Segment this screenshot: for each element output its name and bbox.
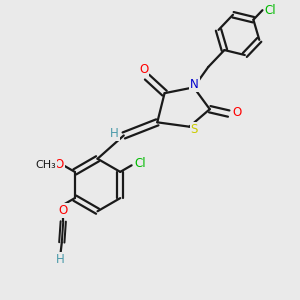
Text: H: H <box>56 253 64 266</box>
Text: Cl: Cl <box>134 158 146 170</box>
Text: S: S <box>190 123 198 136</box>
Text: N: N <box>190 78 199 91</box>
Text: O: O <box>54 158 64 171</box>
Text: O: O <box>232 106 241 119</box>
Text: O: O <box>58 204 68 217</box>
Text: H: H <box>110 128 119 140</box>
Text: CH₃: CH₃ <box>35 160 56 170</box>
Text: O: O <box>139 63 148 76</box>
Text: Cl: Cl <box>265 4 276 17</box>
